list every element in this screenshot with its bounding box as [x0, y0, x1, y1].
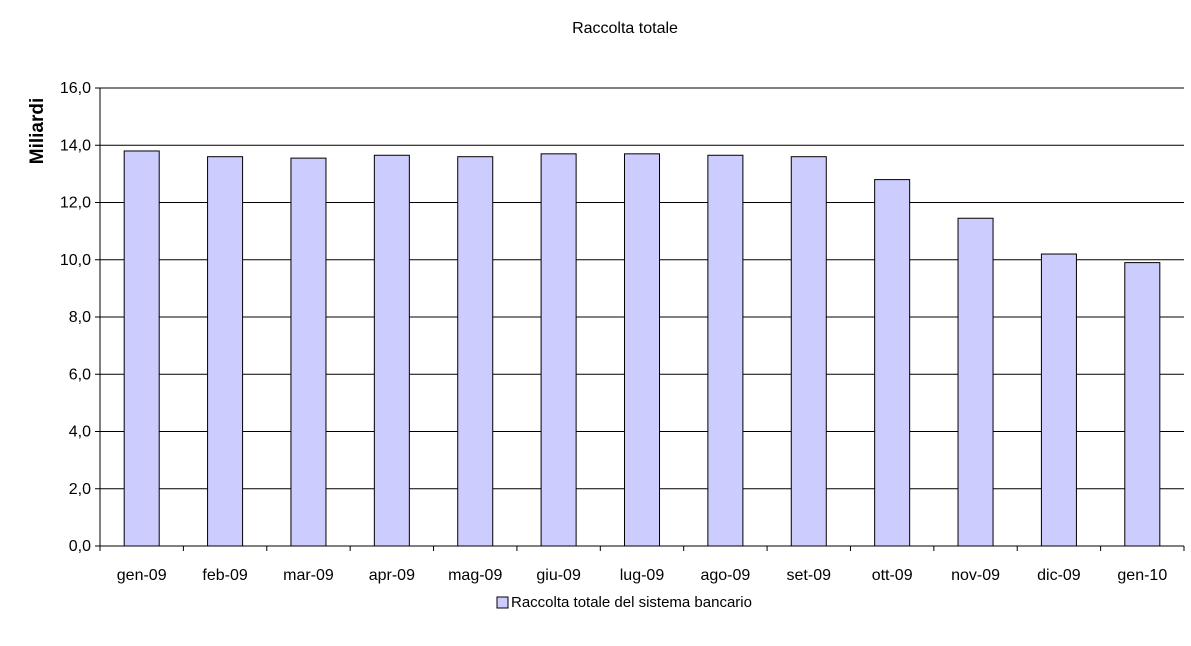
- y-tick-label: 8,0: [69, 309, 91, 326]
- x-tick-labels: gen-09 feb-09 mar-09 apr-09 mag-09 giu-09 lug-…: [117, 567, 1168, 584]
- chart-title: Raccolta totale: [572, 20, 678, 37]
- legend: Raccolta totale del sistema bancario: [496, 594, 752, 611]
- bar: [1124, 262, 1161, 547]
- y-tick-label: 4,0: [69, 424, 91, 441]
- x-tick-label: mag-09: [448, 567, 502, 584]
- bar: [1040, 253, 1077, 547]
- x-tick-label: feb-09: [202, 567, 247, 584]
- x-tick-label: lug-09: [620, 567, 665, 584]
- bar: [290, 157, 327, 547]
- x-tick-label: nov-09: [951, 567, 1000, 584]
- y-tick-label: 14,0: [60, 137, 91, 154]
- x-tick-label: gen-09: [117, 567, 167, 584]
- x-tick-label: ott-09: [872, 567, 913, 584]
- bar: [707, 154, 744, 547]
- bar: [957, 217, 994, 547]
- x-tick-label: mar-09: [283, 567, 334, 584]
- legend-swatch: [496, 596, 509, 609]
- x-tick-label: set-09: [787, 567, 832, 584]
- bar: [123, 150, 160, 547]
- y-tick-label: 6,0: [69, 366, 91, 383]
- y-tick-label: 10,0: [60, 252, 91, 269]
- x-tick-label: gen-10: [1117, 567, 1167, 584]
- y-tick-label: 2,0: [69, 481, 91, 498]
- bar: [540, 153, 577, 547]
- x-tick-label: dic-09: [1037, 567, 1081, 584]
- bar: [790, 156, 827, 547]
- y-tick-label: 0,0: [69, 538, 91, 555]
- x-tick-label: ago-09: [700, 567, 750, 584]
- legend-label: Raccolta totale del sistema bancario: [511, 594, 752, 611]
- bar: [373, 154, 410, 547]
- x-tick-label: giu-09: [536, 567, 581, 584]
- axes: [95, 87, 1185, 551]
- y-tick-label: 12,0: [60, 195, 91, 212]
- y-axis-title: Miliardi: [27, 98, 48, 165]
- bars: [123, 150, 1161, 547]
- bar: [207, 156, 244, 547]
- x-tick-label: apr-09: [369, 567, 415, 584]
- y-tick-label: 16,0: [60, 80, 91, 97]
- bar: [457, 156, 494, 547]
- y-tick-labels: 0,0 2,0 4,0 6,0 8,0 10,0 12,0 14,0 16,0: [60, 80, 91, 555]
- bar: [623, 153, 661, 547]
- bar: [874, 179, 911, 547]
